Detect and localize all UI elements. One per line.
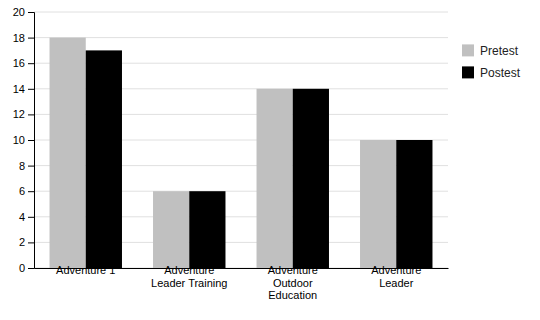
grid bbox=[34, 12, 448, 268]
tick-label: 20 bbox=[13, 6, 25, 18]
legend: Pretest Postest bbox=[462, 44, 521, 80]
axis-line bbox=[28, 13, 35, 269]
bar bbox=[293, 89, 329, 268]
tick-label-line: Education bbox=[268, 289, 317, 301]
tick-label-line: Adventure bbox=[164, 264, 214, 276]
bar bbox=[153, 191, 189, 268]
tick-label-line: Adventure 1 bbox=[56, 264, 115, 276]
legend-swatch bbox=[462, 44, 474, 56]
bar bbox=[189, 191, 225, 268]
legend-label: Pretest bbox=[480, 44, 519, 58]
legend-swatch bbox=[462, 66, 474, 78]
tick-mark bbox=[28, 166, 34, 167]
tick-label-line: Outdoor bbox=[273, 277, 313, 289]
legend-item: Pretest bbox=[462, 44, 519, 58]
tick-mark bbox=[28, 63, 34, 64]
bar bbox=[86, 50, 122, 268]
tick-label: 6 bbox=[19, 185, 25, 197]
tick-label: 8 bbox=[19, 160, 25, 172]
tick-label: AdventureLeader bbox=[371, 264, 421, 289]
tick-mark bbox=[28, 38, 34, 39]
tick-label: 18 bbox=[13, 32, 25, 44]
y-tick: 10 bbox=[13, 134, 34, 146]
tick-mark bbox=[28, 268, 34, 269]
x-tick: AdventureLeader bbox=[371, 264, 421, 289]
y-tick: 6 bbox=[19, 185, 34, 197]
y-tick: 4 bbox=[19, 211, 34, 223]
y-tick: 18 bbox=[13, 32, 34, 44]
tick-label: 10 bbox=[13, 134, 25, 146]
tick-label: AdventureLeader Training bbox=[151, 264, 227, 289]
y-tick: 12 bbox=[13, 108, 34, 120]
chart-container: 02468101214161820Adventure 1AdventureLea… bbox=[0, 0, 540, 320]
grid-line bbox=[34, 37, 448, 38]
x-tick: Adventure 1 bbox=[56, 264, 115, 276]
chart-svg: 02468101214161820Adventure 1AdventureLea… bbox=[0, 0, 540, 320]
bar-series bbox=[86, 50, 433, 268]
tick-mark bbox=[28, 217, 34, 218]
tick-mark bbox=[28, 114, 34, 115]
tick-label-line: Adventure bbox=[371, 264, 421, 276]
tick-label: 4 bbox=[19, 211, 25, 223]
y-tick: 14 bbox=[13, 83, 34, 95]
tick-label: 0 bbox=[19, 262, 25, 274]
y-tick: 2 bbox=[19, 236, 34, 248]
tick-label-line: Adventure bbox=[268, 264, 318, 276]
tick-mark bbox=[28, 140, 34, 141]
grid-line bbox=[34, 12, 448, 13]
y-axis: 0 2 4 6 8 10 12 14 16 18 20 bbox=[13, 6, 35, 274]
y-tick: 8 bbox=[19, 160, 34, 172]
tick-label-line: Leader Training bbox=[151, 277, 227, 289]
tick-label: 16 bbox=[13, 57, 25, 69]
tick-label-line: Leader bbox=[379, 277, 414, 289]
legend-item: Postest bbox=[462, 66, 521, 80]
tick-label: Adventure 1 bbox=[56, 264, 115, 276]
tick-mark bbox=[28, 242, 34, 243]
bar bbox=[396, 140, 432, 268]
tick-label: 2 bbox=[19, 236, 25, 248]
bar bbox=[50, 38, 86, 268]
x-tick: AdventureOutdoorEducation bbox=[268, 264, 318, 301]
x-axis: Adventure 1AdventureLeader TrainingAdven… bbox=[35, 264, 449, 301]
tick-label: 14 bbox=[13, 83, 25, 95]
tick-mark bbox=[28, 89, 34, 90]
bar-series bbox=[50, 38, 397, 268]
y-tick: 20 bbox=[13, 6, 34, 18]
legend-label: Postest bbox=[480, 66, 521, 80]
y-tick: 0 bbox=[19, 262, 34, 274]
plot-area: 02468101214161820Adventure 1AdventureLea… bbox=[13, 6, 449, 301]
bar bbox=[360, 140, 396, 268]
tick-label: 12 bbox=[13, 108, 25, 120]
bar bbox=[257, 89, 293, 268]
tick-mark bbox=[28, 12, 34, 13]
y-tick: 16 bbox=[13, 57, 34, 69]
tick-mark bbox=[28, 191, 34, 192]
tick-label: AdventureOutdoorEducation bbox=[268, 264, 318, 301]
x-tick: AdventureLeader Training bbox=[151, 264, 227, 289]
bars bbox=[50, 38, 433, 268]
